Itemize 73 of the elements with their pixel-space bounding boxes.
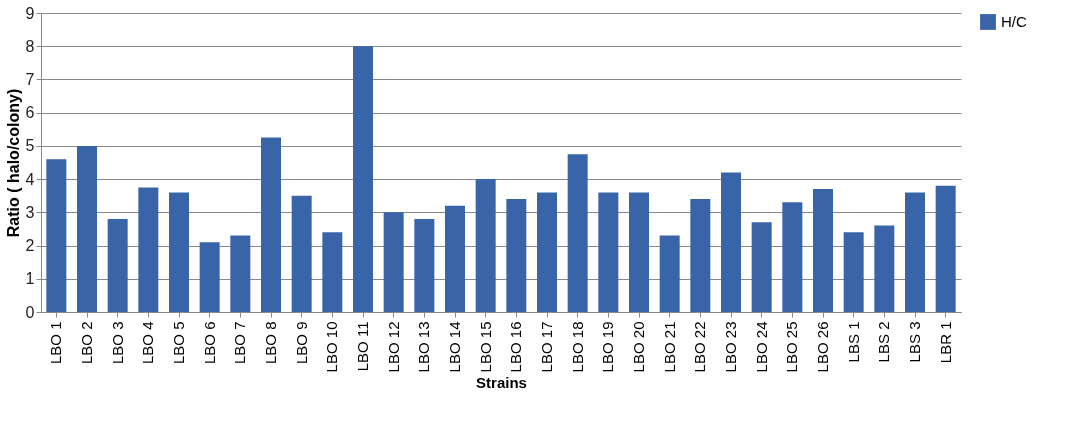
bar — [567, 154, 588, 312]
y-tick-label: 8 — [25, 37, 35, 55]
bar — [843, 232, 864, 312]
bar — [107, 218, 128, 312]
bar — [721, 172, 741, 312]
y-tick-label: 5 — [25, 137, 35, 155]
bar — [445, 205, 465, 312]
x-tick-label: LBO 19 — [599, 321, 617, 373]
bar — [414, 218, 435, 312]
bar — [46, 159, 67, 312]
bar — [629, 192, 649, 312]
x-tick-label: LBO 23 — [722, 321, 739, 373]
bar — [353, 46, 373, 312]
x-tick-label: LBO 5 — [170, 321, 187, 365]
bar — [690, 199, 711, 312]
x-tick-label: LBO 25 — [783, 321, 801, 373]
bar — [230, 235, 251, 312]
y-tick-label: 1 — [25, 270, 35, 288]
x-tick-label: LBO 3 — [108, 321, 126, 365]
bar — [506, 199, 527, 312]
x-tick-label: LBO 1 — [47, 321, 65, 365]
bar — [383, 212, 404, 312]
bar — [874, 225, 895, 312]
bar — [905, 192, 925, 312]
legend-label: H/C — [1001, 13, 1027, 30]
y-tick-label: 2 — [25, 237, 35, 255]
x-tick-label: LBO 9 — [292, 321, 310, 365]
x-tick-label: LBO 2 — [78, 321, 95, 365]
y-tick-label: 3 — [25, 203, 35, 221]
y-tick-label: 7 — [25, 70, 35, 88]
x-tick-label: LBO 20 — [630, 321, 647, 373]
x-tick-label: LBO 7 — [231, 321, 249, 365]
x-tick-label: LBO 17 — [538, 321, 555, 373]
x-tick-label: LBS 1 — [844, 321, 862, 363]
bar — [77, 145, 97, 312]
x-tick-label: LBO 14 — [446, 321, 463, 373]
y-axis-title: Ratio ( halo/colony) — [4, 88, 22, 238]
bar — [199, 242, 220, 312]
y-tick-label: 6 — [25, 104, 35, 122]
x-tick-label: LBO 13 — [415, 321, 433, 373]
bar — [751, 222, 772, 312]
bar — [261, 137, 281, 312]
y-tick-label: 0 — [25, 303, 35, 321]
x-tick-label: LBO 6 — [200, 321, 218, 365]
bar — [782, 202, 803, 312]
x-tick-label: LBO 24 — [752, 321, 770, 373]
bar — [169, 192, 189, 312]
bar — [935, 185, 956, 312]
y-tick-label: 9 — [25, 4, 35, 22]
bar — [813, 189, 833, 312]
x-tick-label: LBO 15 — [476, 321, 494, 373]
bar — [659, 235, 680, 312]
bar — [291, 195, 312, 312]
x-tick-label: LBS 2 — [875, 321, 893, 363]
x-tick-label: LBO 16 — [507, 321, 525, 373]
bar — [598, 192, 619, 312]
x-axis-title: Strains — [476, 374, 527, 392]
bar — [475, 179, 496, 312]
x-tick-label: LBO 12 — [384, 321, 402, 373]
x-tick-label: LBS 3 — [906, 321, 923, 363]
x-tick-label: LBO 21 — [660, 321, 678, 373]
x-tick-label: LBO 8 — [262, 321, 279, 365]
x-tick-label: LBO 4 — [139, 321, 157, 365]
bar — [322, 232, 343, 312]
x-tick-label: LBO 18 — [568, 321, 586, 373]
bar — [537, 192, 557, 312]
x-tick-label: LBR 1 — [936, 321, 954, 364]
x-tick-label: LBO 22 — [691, 321, 709, 373]
x-tick-label: LBO 26 — [814, 321, 831, 373]
x-tick-label: LBO 10 — [323, 321, 341, 373]
bar — [138, 187, 159, 312]
x-tick-label: LBO 11 — [354, 321, 371, 372]
y-tick-label: 4 — [25, 170, 35, 188]
